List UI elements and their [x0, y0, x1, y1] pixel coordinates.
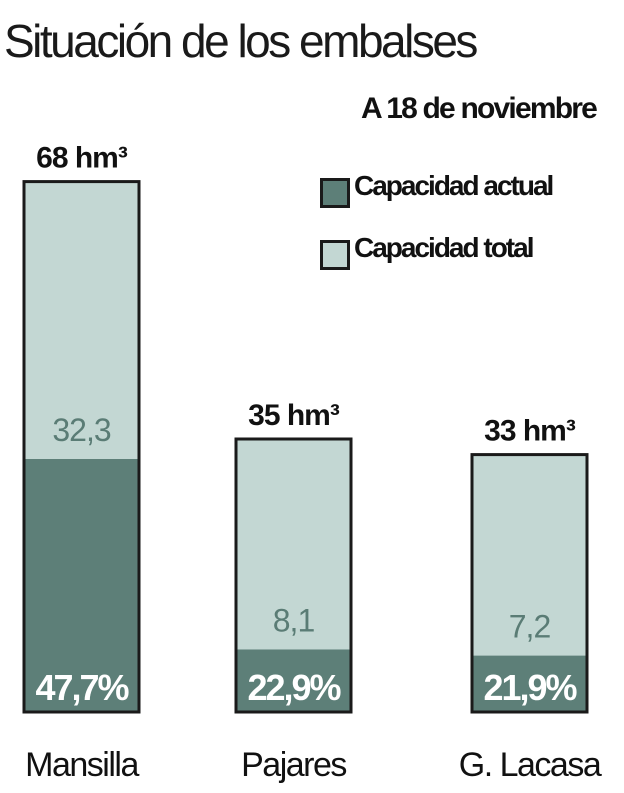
value-label-g-lacasa: 7,2: [509, 609, 551, 645]
capacity-label-g-lacasa: 33 hm³: [484, 415, 576, 448]
legend-label-current: Capacidad actual: [354, 170, 554, 201]
percent-label-mansilla: 47,7%: [35, 667, 129, 708]
legend-swatch-total: [320, 240, 350, 270]
chart-subtitle: A 18 de noviembre: [360, 92, 598, 125]
legend-item-total: Capacidad total: [320, 230, 552, 270]
bar-current-pajares: [236, 649, 351, 712]
bar-outline-pajares: [234, 437, 353, 714]
bar-outline-mansilla: [22, 180, 141, 714]
category-label-mansilla: Mansilla: [25, 746, 139, 784]
percent-label-pajares: 22,9%: [247, 667, 341, 708]
legend: Capacidad actual Capacidad total: [320, 168, 554, 292]
value-label-pajares: 8,1: [273, 602, 315, 638]
capacity-label-mansilla: 68 hm³: [36, 142, 128, 175]
legend-item-current: Capacidad actual: [320, 168, 554, 208]
percent-label-g-lacasa: 21,9%: [483, 667, 577, 708]
bar-outline-g-lacasa: [470, 453, 589, 714]
category-label-g-lacasa: G. Lacasa: [459, 746, 602, 784]
value-label-mansilla: 32,3: [52, 412, 110, 448]
bar-current-mansilla: [24, 458, 139, 712]
legend-swatch-current: [320, 178, 350, 208]
bar-current-g-lacasa: [472, 655, 587, 712]
chart-title: Situación de los embalses: [4, 15, 478, 67]
category-label-pajares: Pajares: [241, 746, 346, 784]
legend-label-total: Capacidad total: [354, 232, 534, 263]
capacity-label-pajares: 35 hm³: [248, 399, 340, 432]
